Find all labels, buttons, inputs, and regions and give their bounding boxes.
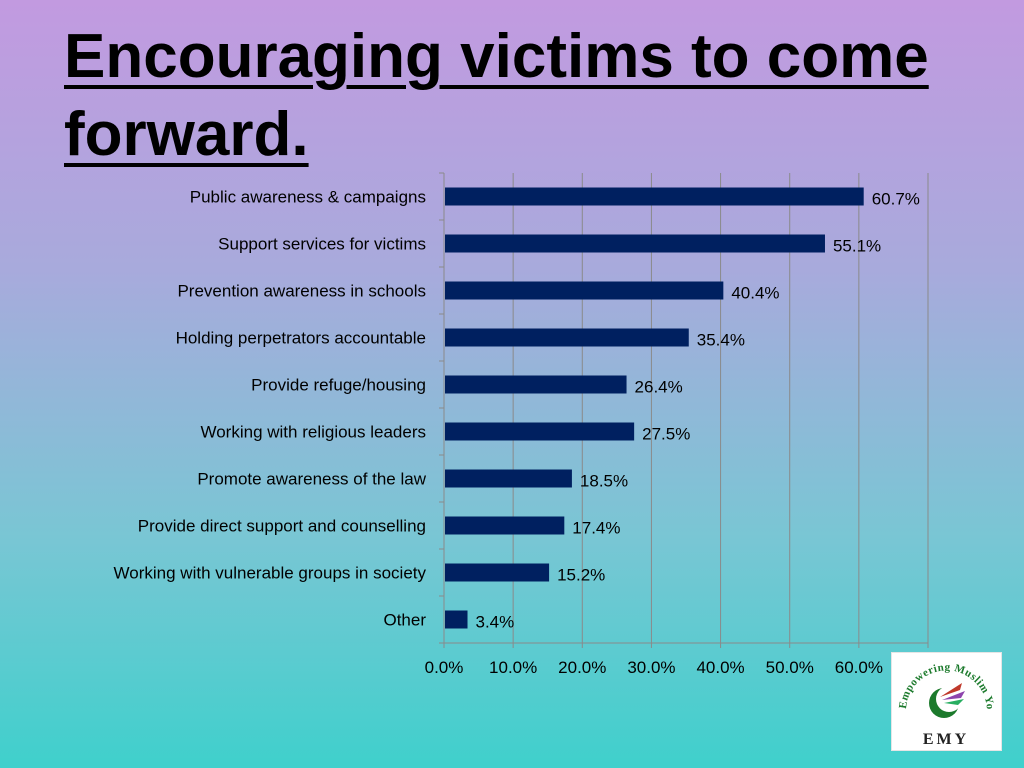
x-tick-label: 20.0% (558, 658, 606, 677)
category-label: Working with vulnerable groups in societ… (114, 564, 427, 583)
data-label: 3.4% (476, 613, 515, 632)
logo-acronym: EMY (923, 731, 969, 748)
slide-title: Encouraging victims to come forward. (64, 22, 929, 169)
bar (445, 328, 689, 347)
bar (445, 516, 565, 535)
data-label: 55.1% (833, 237, 881, 256)
category-label: Support services for victims (218, 235, 426, 254)
bar (445, 469, 572, 488)
bar (445, 234, 825, 253)
bar (445, 610, 468, 629)
x-tick-label: 0.0% (425, 658, 464, 677)
data-label: 35.4% (697, 331, 745, 350)
chart-axes (439, 172, 929, 648)
bar (445, 422, 635, 441)
chart-bars (445, 187, 864, 629)
x-tick-label: 40.0% (696, 658, 744, 677)
bar (445, 281, 724, 300)
bar (445, 187, 864, 206)
x-tick-label: 50.0% (766, 658, 814, 677)
data-label: 60.7% (872, 190, 920, 209)
crescent-icon (929, 683, 965, 718)
data-label: 15.2% (557, 566, 605, 585)
x-tick-label: 60.0% (835, 658, 883, 677)
bar (445, 375, 627, 394)
category-label: Working with religious leaders (200, 423, 426, 442)
data-label: 18.5% (580, 472, 628, 491)
category-label: Prevention awareness in schools (177, 282, 426, 301)
data-label: 26.4% (635, 378, 683, 397)
category-label: Provide refuge/housing (251, 376, 426, 395)
category-label: Public awareness & campaigns (190, 188, 426, 207)
category-label: Other (383, 611, 426, 630)
x-tick-label: 10.0% (489, 658, 537, 677)
chart-labels: 0.0% 10.0% 20.0% 30.0% 40.0% 50.0% 60.0% Public… (114, 188, 920, 678)
bar (445, 563, 550, 582)
category-label: Provide direct support and counselling (138, 517, 426, 536)
category-label: Promote awareness of the law (197, 470, 426, 489)
x-tick-label: 30.0% (627, 658, 675, 677)
data-label: 40.4% (731, 284, 779, 303)
data-label: 27.5% (642, 425, 690, 444)
data-label: 17.4% (572, 519, 620, 538)
category-label: Holding perpetrators accountable (176, 329, 426, 348)
emy-logo: Empowering Muslim Youth EMY (889, 644, 1002, 751)
